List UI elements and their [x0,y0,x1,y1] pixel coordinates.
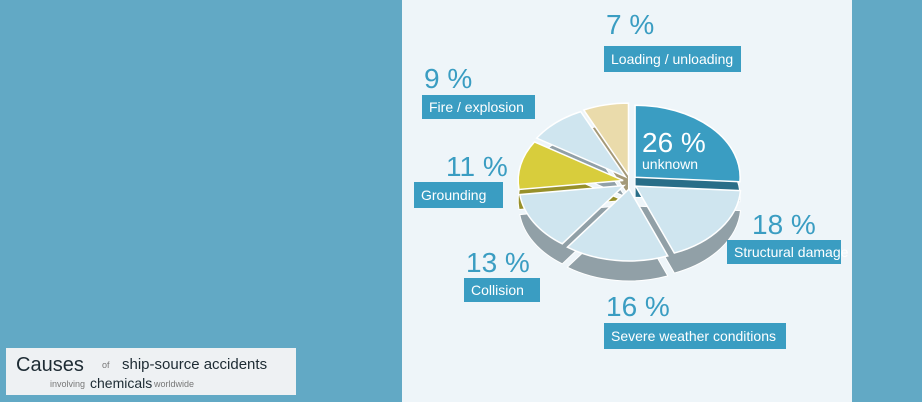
category-label: Structural damage [734,244,849,260]
label-box [727,240,841,264]
category-label: Collision [471,282,524,298]
value-label: 9 % [424,63,472,94]
slice [634,185,742,254]
label-box [464,278,540,302]
title-word: of [102,360,110,370]
value-label: 11 % [446,151,508,182]
value-label: 13 % [466,247,530,278]
slice [634,104,741,183]
category-label: unknown [642,156,698,172]
title-word: chemicals [90,375,153,391]
category-label: Fire / explosion [429,99,524,115]
slice [582,102,630,178]
label-box [414,182,503,208]
value-label: 18 % [752,209,816,240]
label-box [422,95,535,119]
label-box [604,46,741,72]
slice [517,140,624,191]
slice [566,187,669,262]
value-label: 16 % [606,291,670,322]
category-label: Grounding [421,187,486,203]
title-word: ship-source accidents [122,356,268,373]
title-word: worldwide [154,379,195,389]
value-label: 26 % [642,127,706,158]
label-box [604,323,786,349]
category-label: Severe weather conditions [611,328,776,344]
value-label: 7 % [606,9,654,40]
title-box: Causes of ship-source accidents involvin… [6,348,296,395]
slice [518,184,627,245]
slice [535,110,628,179]
title-word: involving [50,379,86,389]
title-word: Causes [16,354,84,376]
category-label: Loading / unloading [611,51,733,67]
